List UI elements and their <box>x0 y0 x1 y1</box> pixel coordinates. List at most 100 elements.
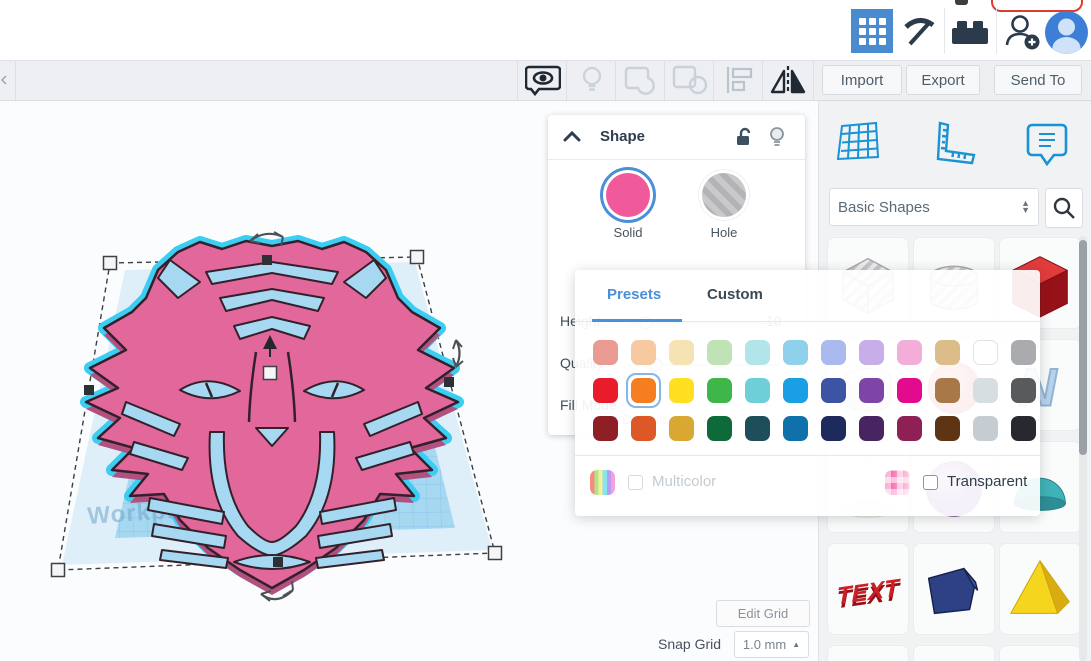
collapse-left-icon[interactable] <box>0 74 8 86</box>
color-swatch[interactable] <box>859 378 884 403</box>
pickaxe-icon <box>904 18 935 46</box>
color-swatch[interactable] <box>745 416 770 441</box>
search-button[interactable] <box>1045 188 1083 228</box>
sidebar-scrollbar[interactable] <box>1079 236 1087 661</box>
shape-card-polygon[interactable] <box>914 544 994 634</box>
mirror-button[interactable] <box>763 60 812 100</box>
color-swatch[interactable] <box>973 378 998 403</box>
view-visibility-button[interactable] <box>518 60 567 100</box>
workplane-tool-icon[interactable] <box>833 116 885 168</box>
shape-card-pyramid[interactable] <box>1000 544 1080 634</box>
insight-button[interactable] <box>567 60 616 100</box>
transparent-label: Transparent <box>947 473 1028 490</box>
transparent-swatch-icon <box>885 470 910 495</box>
color-swatch[interactable] <box>669 340 694 365</box>
color-swatch[interactable] <box>707 378 732 403</box>
ruler-tool-icon[interactable] <box>927 116 979 168</box>
color-swatch[interactable] <box>783 340 808 365</box>
align-button[interactable] <box>714 60 763 100</box>
select-caret-icon: ▲ ▼ <box>1021 198 1030 215</box>
color-swatch[interactable] <box>859 340 884 365</box>
color-swatch[interactable] <box>821 416 846 441</box>
color-swatch[interactable] <box>821 340 846 365</box>
unlock-icon[interactable] <box>734 127 754 147</box>
dashboard-grid-button[interactable] <box>851 9 893 53</box>
add-person-button[interactable] <box>1002 10 1044 54</box>
color-swatch[interactable] <box>669 416 694 441</box>
import-button[interactable]: Import <box>822 65 902 95</box>
lightbulb-icon[interactable] <box>768 126 786 148</box>
color-swatch[interactable] <box>973 416 998 441</box>
shape-card-text[interactable]: TEXT TEXT <box>828 544 908 634</box>
color-swatch[interactable] <box>626 373 661 408</box>
color-swatch[interactable] <box>593 378 618 403</box>
shape-panel-header[interactable]: Shape <box>548 115 805 160</box>
scale-handle-edge <box>262 255 272 265</box>
height-handle <box>263 335 277 357</box>
ungroup-button[interactable] <box>665 60 714 100</box>
popup-divider <box>575 455 1040 456</box>
color-swatch[interactable] <box>1011 416 1036 441</box>
color-swatch[interactable] <box>821 378 846 403</box>
tab-presets[interactable]: Presets <box>607 286 662 303</box>
scale-handle-edge <box>84 385 94 395</box>
hole-label: Hole <box>710 225 738 240</box>
preset-swatch-grid <box>593 340 1036 441</box>
color-swatch[interactable] <box>631 416 656 441</box>
color-swatch[interactable] <box>897 340 922 365</box>
tiger-shape[interactable] <box>80 235 464 595</box>
color-swatch[interactable] <box>1011 340 1036 365</box>
color-swatch[interactable] <box>745 340 770 365</box>
transparent-checkbox[interactable] <box>923 475 938 490</box>
color-swatch[interactable] <box>707 416 732 441</box>
send-to-button[interactable]: Send To <box>994 65 1082 95</box>
shape-card-shape[interactable] <box>1000 646 1080 661</box>
color-swatch[interactable] <box>593 340 618 365</box>
color-swatch[interactable] <box>631 340 656 365</box>
color-swatch[interactable] <box>897 378 922 403</box>
tab-custom[interactable]: Custom <box>707 286 763 303</box>
group-button[interactable] <box>616 60 665 100</box>
multicolor-checkbox[interactable] <box>628 475 643 490</box>
collapse-chevron-icon[interactable] <box>562 129 582 143</box>
color-swatch[interactable] <box>1011 378 1036 403</box>
shape-card-shape[interactable] <box>914 646 994 661</box>
scale-handle-corner <box>50 562 66 578</box>
hole-material-button[interactable] <box>702 173 746 217</box>
avatar-icon <box>1045 11 1088 54</box>
solid-material-button[interactable] <box>606 173 650 217</box>
brick-button[interactable] <box>948 10 992 54</box>
notes-tool-icon[interactable] <box>1021 116 1073 168</box>
color-swatch[interactable] <box>973 340 998 365</box>
color-swatch[interactable] <box>935 340 960 365</box>
shape-card-shape[interactable] <box>828 646 908 661</box>
color-swatch[interactable] <box>707 340 732 365</box>
snap-grid-label: Snap Grid <box>658 636 722 652</box>
color-swatch[interactable] <box>783 378 808 403</box>
shape-category-select[interactable]: Basic Shapes ▲ ▼ <box>829 188 1039 226</box>
grid-view-icon <box>858 17 886 45</box>
color-swatch[interactable] <box>859 416 884 441</box>
color-swatch[interactable] <box>935 378 960 403</box>
color-swatch[interactable] <box>783 416 808 441</box>
edit-grid-button[interactable]: Edit Grid <box>716 600 810 627</box>
shape-category-value: Basic Shapes <box>838 198 930 216</box>
rotate-handle <box>249 231 464 602</box>
minecraft-button[interactable] <box>898 10 942 54</box>
scrollbar-thumb[interactable] <box>1079 240 1087 455</box>
color-swatch[interactable] <box>745 378 770 403</box>
color-swatch[interactable] <box>897 416 922 441</box>
scale-handle-edge <box>444 377 454 387</box>
3d-viewport[interactable]: Workplane <box>0 100 560 661</box>
app-topbar <box>0 0 1091 61</box>
color-swatch[interactable] <box>669 378 694 403</box>
multicolor-swatch-icon <box>590 470 615 495</box>
lightbulb-icon <box>582 66 601 91</box>
selection-handles[interactable] <box>50 231 503 602</box>
color-tabs: Presets Custom <box>575 270 1040 322</box>
snap-grid-select[interactable]: 1.0 mm ▲ <box>734 631 809 658</box>
color-swatch[interactable] <box>935 416 960 441</box>
account-avatar[interactable] <box>1044 10 1089 60</box>
color-swatch[interactable] <box>593 416 618 441</box>
export-button[interactable]: Export <box>906 65 980 95</box>
